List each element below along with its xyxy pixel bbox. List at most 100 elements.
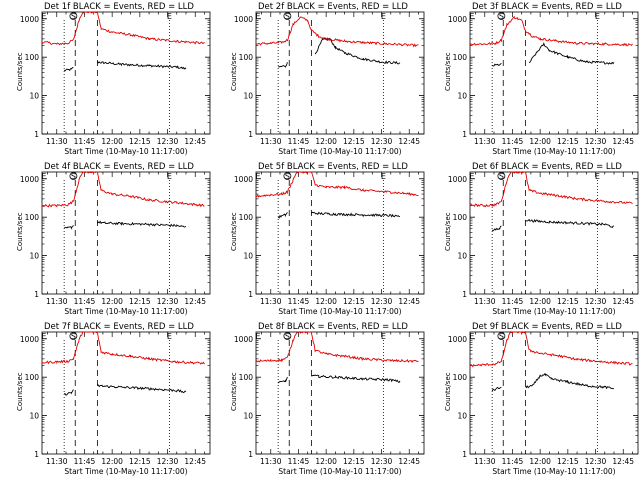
y-axis-label: Counts/sec (444, 52, 452, 91)
event-marker-label: E (255, 332, 260, 341)
event-marker-label: S (71, 172, 76, 181)
y-tick-label: 1000 (448, 335, 467, 344)
event-marker-label: S (71, 332, 76, 341)
event-marker-label: S (499, 332, 504, 341)
event-marker-label: E (255, 172, 260, 181)
x-axis-label: Start Time (10-May-10 11:17:00) (278, 307, 401, 316)
x-tick-label: 11:30 (474, 457, 496, 466)
x-tick-label: 11:45 (502, 457, 524, 466)
plot-frame (469, 171, 639, 295)
x-tick-label: 11:45 (502, 297, 524, 306)
chart-title: Det 1f BLACK = Events, RED = LLD (44, 2, 194, 12)
x-axis-label: Start Time (10-May-10 11:17:00) (64, 147, 187, 156)
x-tick-label: 11:45 (74, 137, 96, 146)
x-tick-label: 11:45 (288, 137, 310, 146)
events-series-line (64, 384, 187, 396)
event-marker-label: E (595, 332, 600, 341)
event-marker-label: E (167, 172, 172, 181)
y-tick-label: 1000 (20, 175, 39, 184)
y-tick-label: 100 (239, 53, 254, 62)
chart-title: Det 3f BLACK = Events, RED = LLD (472, 2, 622, 12)
plot-frame (41, 331, 211, 455)
events-series-line (277, 374, 401, 384)
events-series-line (491, 373, 615, 392)
events-series-line (63, 61, 187, 72)
x-tick-label: 12:30 (585, 297, 607, 306)
x-tick-label: 12:45 (398, 297, 420, 306)
x-tick-label: 12:00 (529, 137, 551, 146)
x-tick-label: 12:00 (529, 297, 551, 306)
event-marker-label: S (499, 12, 504, 21)
chart-panel: Det 3f BLACK = Events, RED = LLD Counts/s… (444, 2, 639, 156)
x-axis-label: Start Time (10-May-10 11:17:00) (278, 147, 401, 156)
y-tick-label: 100 (25, 53, 40, 62)
x-tick-label: 11:45 (502, 137, 524, 146)
chart-panel: Det 4f BLACK = Events, RED = LLD Counts/s… (16, 162, 211, 316)
x-tick-label: 12:15 (129, 137, 151, 146)
x-tick-label: 12:00 (101, 457, 123, 466)
y-tick-label: 10 (457, 252, 467, 261)
chart-panel: Det 1f BLACK = Events, RED = LLD Counts/s… (16, 2, 211, 156)
chart-panel: Det 5f BLACK = Events, RED = LLD Counts/s… (230, 162, 425, 316)
y-axis-label: Counts/sec (230, 372, 238, 411)
start-circle-icon (69, 332, 78, 340)
lld-series-line (255, 331, 419, 363)
start-circle-icon (283, 12, 292, 20)
y-tick-label: 1 (248, 290, 253, 299)
plot-frame (255, 331, 425, 455)
x-tick-label: 12:30 (157, 137, 179, 146)
y-tick-label: 1000 (20, 335, 39, 344)
x-tick-label: 12:45 (612, 457, 634, 466)
lld-series-line (41, 331, 205, 365)
y-tick-label: 1000 (20, 15, 39, 24)
events-series-line (491, 218, 614, 232)
x-tick-label: 12:45 (612, 297, 634, 306)
y-tick-label: 100 (239, 373, 254, 382)
y-tick-label: 1000 (234, 15, 253, 24)
y-tick-label: 10 (457, 412, 467, 421)
x-tick-label: 12:30 (371, 297, 393, 306)
x-tick-label: 11:30 (260, 297, 282, 306)
plot-frame (41, 171, 211, 295)
y-axis-label: Counts/sec (16, 212, 24, 251)
event-marker-label: S (499, 172, 504, 181)
y-axis-label: Counts/sec (16, 52, 24, 91)
x-tick-label: 12:45 (184, 457, 206, 466)
event-marker-label: S (285, 332, 290, 341)
x-tick-label: 12:30 (157, 457, 179, 466)
x-tick-label: 12:15 (557, 137, 579, 146)
y-tick-label: 10 (243, 252, 253, 261)
x-tick-label: 11:30 (474, 137, 496, 146)
lld-series-line (255, 16, 419, 48)
x-tick-label: 12:00 (101, 297, 123, 306)
y-tick-label: 100 (453, 373, 468, 382)
x-tick-label: 11:45 (288, 297, 310, 306)
chart-title: Det 2f BLACK = Events, RED = LLD (258, 2, 408, 12)
event-marker-label: E (41, 12, 46, 21)
event-marker-label: E (255, 12, 260, 21)
y-tick-label: 100 (453, 53, 468, 62)
lld-series-line (41, 171, 205, 208)
y-tick-label: 100 (25, 373, 40, 382)
x-tick-label: 11:30 (474, 297, 496, 306)
x-tick-label: 12:15 (129, 297, 151, 306)
y-tick-label: 1000 (234, 175, 253, 184)
plot-frame (255, 11, 425, 135)
event-marker-label: E (381, 172, 386, 181)
plot-frame (255, 171, 425, 295)
y-tick-label: 1 (34, 130, 39, 139)
start-circle-icon (497, 332, 506, 340)
y-tick-label: 1000 (448, 175, 467, 184)
x-axis-label: Start Time (10-May-10 11:17:00) (492, 307, 615, 316)
y-tick-label: 1000 (448, 15, 467, 24)
x-tick-label: 12:15 (129, 457, 151, 466)
chart-title: Det 5f BLACK = Events, RED = LLD (258, 162, 408, 172)
event-marker-label: E (469, 332, 474, 341)
events-series-line (277, 211, 401, 219)
x-tick-label: 12:45 (398, 457, 420, 466)
y-tick-label: 1 (462, 450, 467, 459)
x-tick-label: 12:00 (101, 137, 123, 146)
lld-series-line (255, 170, 419, 198)
x-tick-label: 11:45 (288, 457, 310, 466)
lld-series-line (469, 330, 633, 368)
